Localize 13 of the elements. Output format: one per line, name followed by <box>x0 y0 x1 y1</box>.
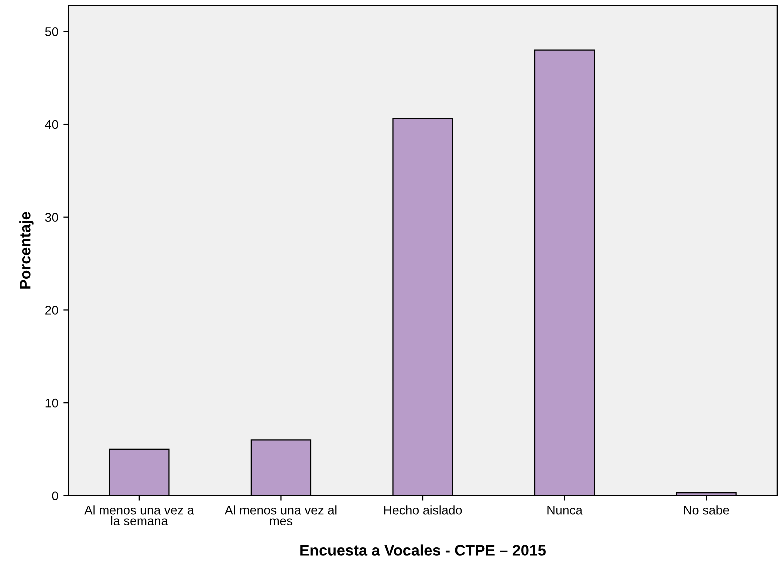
x-tick-label: No sabe <box>684 506 730 515</box>
y-tick-label: 30 <box>45 213 58 222</box>
y-tick-label: 10 <box>46 398 58 408</box>
x-axis-title: Encuesta a Vocales - CTPE – 2015 <box>300 544 546 556</box>
x-tick-label: Al menos una vez a la semana <box>84 506 194 526</box>
y-tick-label: 20 <box>46 306 58 315</box>
y-axis-title: Porcentaje <box>20 212 34 289</box>
x-tick-label: Al menos una vez al mes <box>224 506 337 526</box>
x-tick-label: Hecho aislado <box>384 506 462 515</box>
x-tick-label: Nunca <box>548 506 583 515</box>
y-tick-label: 0 <box>52 492 58 501</box>
y-tick-label: 50 <box>45 27 58 36</box>
y-tick-label: 40 <box>45 120 58 130</box>
